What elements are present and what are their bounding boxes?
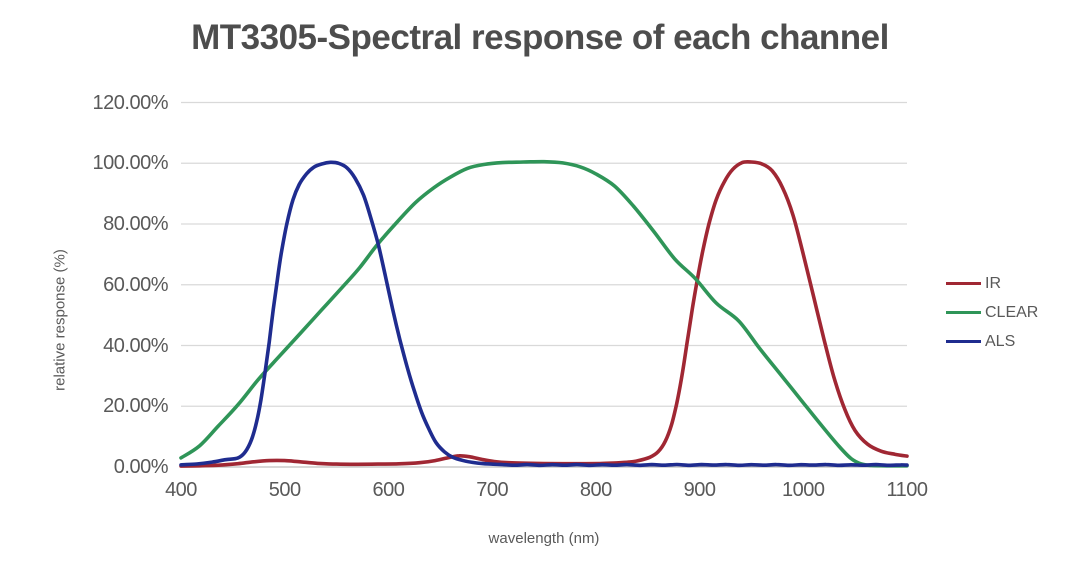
legend: IR CLEAR ALS: [946, 274, 1038, 351]
y-tick-label-100: 100.00%: [92, 152, 169, 175]
legend-label-als: ALS: [985, 332, 1016, 350]
legend-swatch-als: [946, 339, 981, 344]
series-line-als: [179, 160, 909, 468]
y-tick-label-60: 60.00%: [103, 273, 168, 296]
series-line-ir: [179, 159, 909, 468]
legend-label-ir: IR: [985, 274, 1001, 292]
legend-label-clear: CLEAR: [985, 303, 1039, 321]
y-axis-title: relative response (%): [51, 249, 69, 391]
x-axis-title: wavelength (nm): [488, 530, 600, 547]
x-tick-label-600: 600: [372, 479, 405, 501]
series-line-clear: [179, 159, 909, 468]
chart-title: MT3305-Spectral response of each channel: [191, 18, 889, 57]
y-tick-label-80: 80.00%: [103, 213, 168, 235]
x-tick-label-1100: 1100: [886, 479, 928, 501]
y-tick-label-0: 0.00%: [113, 456, 169, 478]
x-tick-label-400: 400: [165, 479, 197, 501]
x-tick-label-900: 900: [683, 479, 716, 501]
y-tick-label-120: 120.00%: [92, 91, 169, 114]
x-tick-label-500: 500: [268, 479, 301, 501]
legend-swatch-clear: [946, 310, 981, 315]
legend-swatch-ir: [946, 281, 981, 286]
legend-item-clear: CLEAR: [946, 303, 1038, 322]
x-tick-label-1000: 1000: [782, 479, 825, 501]
y-tick-label-20: 20.00%: [103, 395, 168, 418]
legend-item-ir: IR: [946, 274, 1038, 293]
legend-item-als: ALS: [946, 332, 1038, 351]
y-tick-label-40: 40.00%: [103, 334, 168, 357]
x-tick-label-800: 800: [579, 479, 612, 501]
x-tick-label-700: 700: [476, 479, 509, 501]
